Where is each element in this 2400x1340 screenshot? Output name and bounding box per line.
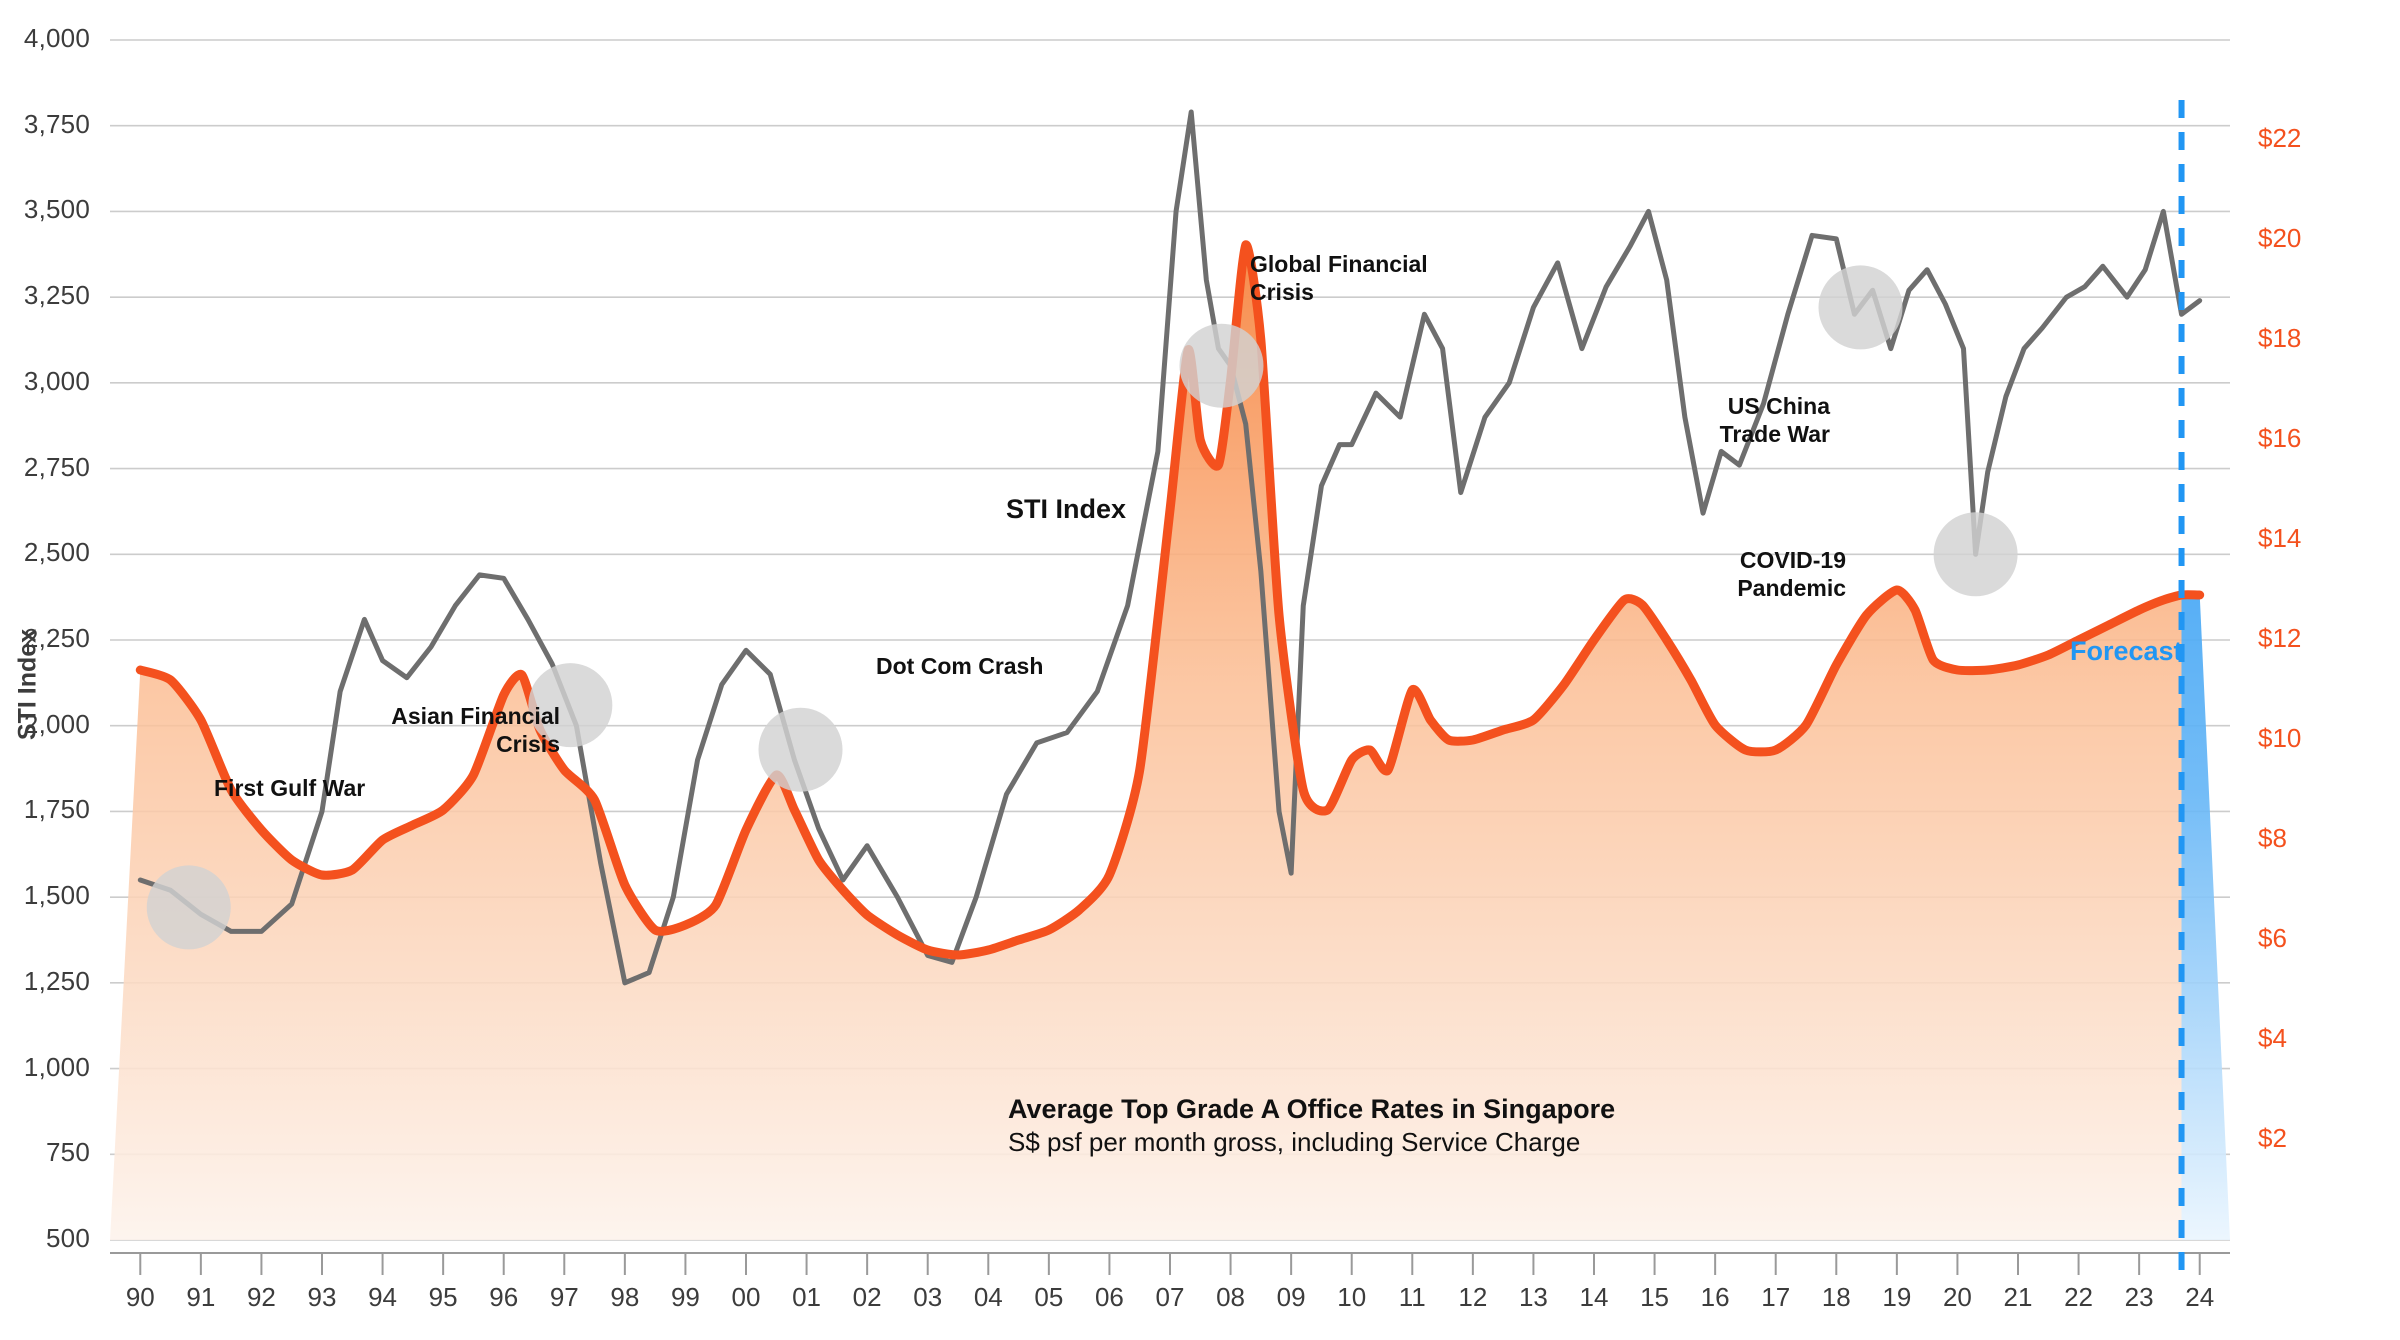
x-axis-tick: 93: [307, 1282, 337, 1312]
axis-lines: [110, 1252, 2230, 1275]
annotation-label: Dot Com Crash: [876, 653, 1044, 679]
x-axis-tick: 07: [1155, 1282, 1185, 1312]
forecast-area-fill: [2181, 594, 2230, 1240]
right-axis-tick: $2: [2258, 1123, 2287, 1153]
x-axis-tick: 95: [428, 1282, 458, 1312]
x-axis-tick: 08: [1216, 1282, 1246, 1312]
left-axis-tick: 2,250: [23, 623, 90, 653]
left-axis-tick: 500: [46, 1223, 90, 1253]
left-axis-tick: 1,750: [23, 794, 90, 825]
left-axis-tick: 1,500: [23, 880, 90, 911]
left-axis-tick: 2,500: [23, 537, 90, 568]
x-axis-tick: 99: [670, 1282, 700, 1312]
right-axis-tick: $22: [2258, 123, 2302, 153]
left-axis-tick: 1,250: [23, 965, 90, 996]
sti-index-line: [137, 109, 2203, 986]
x-axis-tick: 06: [1094, 1282, 1124, 1312]
right-axis-tick: $16: [2258, 423, 2302, 453]
right-axis-tick: $18: [2258, 323, 2302, 353]
right-axis-tick: $14: [2258, 523, 2302, 553]
x-axis-tick: 16: [1700, 1282, 1730, 1312]
left-axis-tick: 4,000: [23, 23, 90, 53]
forecast-label: Forecast: [2070, 636, 2183, 666]
left-axis-tick: 3,500: [23, 194, 90, 225]
x-axis-tick: 17: [1761, 1282, 1791, 1312]
x-axis-tick: 11: [1398, 1282, 1426, 1312]
x-axis-tick: 00: [731, 1282, 761, 1312]
left-axis-tick: 750: [46, 1137, 90, 1168]
annotation-label: First Gulf War: [214, 775, 366, 801]
x-axis-tick: 91: [186, 1282, 216, 1312]
right-axis-tick: $8: [2258, 823, 2287, 853]
x-axis-tick: 18: [1821, 1282, 1851, 1312]
chart-caption-title: Average Top Grade A Office Rates in Sing…: [1008, 1094, 1616, 1124]
right-axis-tick: $4: [2258, 1023, 2287, 1053]
x-axis-tick: 04: [973, 1282, 1003, 1312]
x-axis-tick: 19: [1882, 1282, 1912, 1312]
x-axis-tick: 23: [2124, 1282, 2154, 1312]
left-axis-tick: 2,000: [23, 708, 90, 739]
annotation-label: US China Trade War: [1719, 393, 1830, 448]
x-axis-tick: 02: [852, 1282, 882, 1312]
x-axis-tick: 98: [610, 1282, 640, 1312]
left-axis-tick: 3,250: [23, 280, 90, 311]
right-axis-tick: $6: [2258, 923, 2287, 953]
x-axis-tick: 96: [489, 1282, 519, 1312]
right-axis-tick: $12: [2258, 623, 2302, 653]
x-axis-tick: 12: [1458, 1282, 1488, 1312]
sti-index-series-label: STI Index: [1006, 494, 1127, 524]
x-axis-tick: 24: [2185, 1282, 2215, 1312]
x-axis-tick: 14: [1579, 1282, 1609, 1312]
x-axis-tick: 20: [1942, 1282, 1972, 1312]
x-axis-tick: 21: [2003, 1282, 2033, 1312]
x-axis-tick: 01: [792, 1282, 822, 1312]
x-axis-tick: 13: [1518, 1282, 1548, 1312]
x-axis-tick: 22: [2064, 1282, 2094, 1312]
left-axis-tick: 2,750: [23, 451, 90, 482]
annotation-label: Asian Financial Crisis: [391, 703, 560, 758]
x-axis-tick: 09: [1276, 1282, 1306, 1312]
right-axis-tick: $20: [2258, 223, 2302, 253]
annotation-label: Global Financial Crisis: [1250, 251, 1428, 306]
x-axis-tick: 90: [125, 1282, 155, 1312]
left-axis-tick: 1,000: [23, 1051, 90, 1082]
left-axis-tick: 3,750: [23, 108, 90, 139]
x-axis-tick: 92: [246, 1282, 276, 1312]
x-axis-tick: 94: [368, 1282, 398, 1312]
x-axis-tick: 97: [549, 1282, 579, 1312]
left-axis-title: STI Index: [13, 628, 42, 741]
annotation-label: COVID-19 Pandemic: [1737, 547, 1846, 602]
x-axis-tick: 15: [1640, 1282, 1670, 1312]
x-axis-tick: 05: [1034, 1282, 1064, 1312]
annotation-markers: [146, 265, 2018, 950]
left-axis-tick: 3,000: [23, 365, 90, 396]
x-axis-tick: 03: [913, 1282, 943, 1312]
right-axis-tick: $10: [2258, 723, 2302, 753]
x-axis-tick: 10: [1337, 1282, 1367, 1312]
chart-caption-subtitle: S$ psf per month gross, including Servic…: [1008, 1127, 1581, 1157]
